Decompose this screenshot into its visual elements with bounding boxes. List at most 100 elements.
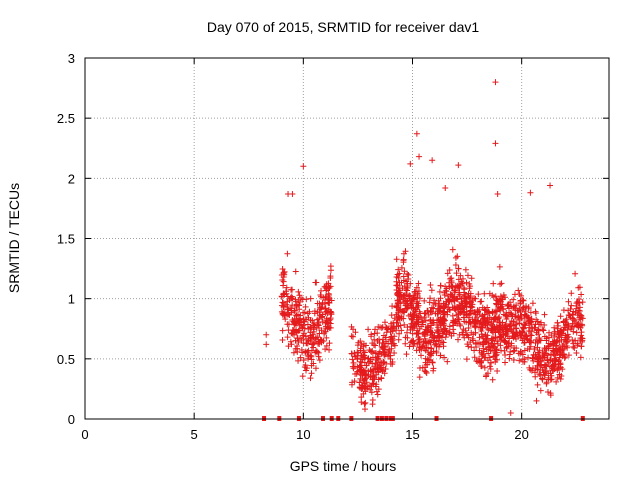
data-point bbox=[558, 372, 565, 379]
grid-lines bbox=[85, 58, 609, 419]
data-point bbox=[469, 335, 476, 342]
data-point bbox=[402, 340, 409, 347]
data-point bbox=[361, 385, 368, 392]
data-point bbox=[506, 355, 513, 362]
data-point bbox=[451, 293, 458, 300]
data-point bbox=[459, 329, 466, 336]
data-point bbox=[439, 315, 446, 322]
data-point bbox=[545, 342, 552, 349]
data-point bbox=[316, 324, 323, 331]
data-point bbox=[547, 390, 554, 397]
data-point bbox=[517, 334, 524, 341]
data-point bbox=[358, 394, 365, 401]
data-point bbox=[363, 379, 370, 386]
data-point bbox=[313, 349, 320, 356]
data-point bbox=[471, 347, 478, 354]
data-point bbox=[368, 389, 375, 396]
data-point bbox=[352, 329, 359, 336]
data-point bbox=[486, 314, 493, 321]
data-point bbox=[429, 359, 436, 366]
y-tick-label: 3 bbox=[68, 51, 75, 66]
data-point bbox=[561, 324, 568, 331]
data-point bbox=[324, 310, 331, 317]
data-point bbox=[325, 293, 332, 300]
data-point bbox=[555, 358, 562, 365]
x-tick-label: 0 bbox=[81, 427, 88, 442]
data-point bbox=[323, 334, 330, 341]
data-point bbox=[413, 300, 420, 307]
data-point bbox=[302, 349, 309, 356]
y-tick-label: 2.5 bbox=[57, 111, 75, 126]
data-point bbox=[476, 334, 483, 341]
data-point bbox=[281, 312, 288, 319]
data-point bbox=[374, 391, 381, 398]
data-point bbox=[300, 357, 307, 364]
data-point bbox=[393, 256, 400, 263]
data-point bbox=[502, 359, 509, 366]
data-point bbox=[394, 303, 401, 310]
data-point bbox=[427, 308, 434, 315]
data-point bbox=[287, 294, 294, 301]
data-point bbox=[404, 276, 411, 283]
data-point bbox=[524, 336, 531, 343]
data-point bbox=[544, 389, 551, 396]
data-point bbox=[512, 325, 519, 332]
y-tick-label: 0.5 bbox=[57, 352, 75, 367]
data-point bbox=[413, 284, 420, 291]
data-point bbox=[415, 288, 422, 295]
data-point bbox=[552, 352, 559, 359]
data-point bbox=[292, 328, 299, 335]
data-point bbox=[289, 302, 296, 309]
data-point bbox=[430, 305, 437, 312]
data-point bbox=[515, 287, 522, 294]
data-point bbox=[521, 339, 528, 346]
data-point bbox=[539, 349, 546, 356]
data-point bbox=[356, 364, 363, 371]
data-point bbox=[528, 315, 535, 322]
data-point bbox=[533, 397, 540, 404]
data-point bbox=[479, 341, 486, 348]
data-point bbox=[393, 274, 400, 281]
data-point bbox=[491, 327, 498, 334]
data-point bbox=[349, 356, 356, 363]
data-point bbox=[391, 342, 398, 349]
data-point bbox=[481, 364, 488, 371]
data-point bbox=[399, 308, 406, 315]
data-point bbox=[537, 367, 544, 374]
data-point bbox=[568, 290, 575, 297]
data-point bbox=[570, 316, 577, 323]
data-point bbox=[348, 350, 355, 357]
data-point bbox=[308, 341, 315, 348]
data-point bbox=[372, 360, 379, 367]
data-point bbox=[547, 182, 554, 189]
data-point bbox=[531, 369, 538, 376]
data-point bbox=[397, 289, 404, 296]
data-point bbox=[533, 336, 540, 343]
data-point bbox=[367, 356, 374, 363]
data-point bbox=[473, 314, 480, 321]
data-point bbox=[519, 356, 526, 363]
data-point bbox=[510, 322, 517, 329]
data-point bbox=[492, 140, 499, 147]
data-point bbox=[528, 332, 535, 339]
data-point bbox=[357, 347, 364, 354]
data-point bbox=[362, 399, 369, 406]
data-point bbox=[297, 294, 304, 301]
data-point bbox=[315, 338, 322, 345]
data-point bbox=[308, 347, 315, 354]
data-point bbox=[349, 379, 356, 386]
data-point bbox=[510, 357, 517, 364]
data-point bbox=[579, 322, 586, 329]
data-point bbox=[279, 337, 286, 343]
y-tick-label: 2 bbox=[68, 171, 75, 186]
data-point bbox=[520, 297, 527, 304]
data-point bbox=[350, 359, 357, 366]
data-point bbox=[451, 287, 458, 294]
data-point bbox=[577, 335, 584, 342]
data-point bbox=[370, 372, 377, 379]
data-point bbox=[428, 287, 435, 294]
data-point bbox=[446, 330, 453, 337]
data-point bbox=[461, 314, 468, 321]
data-point bbox=[527, 309, 534, 316]
data-point bbox=[422, 330, 429, 337]
